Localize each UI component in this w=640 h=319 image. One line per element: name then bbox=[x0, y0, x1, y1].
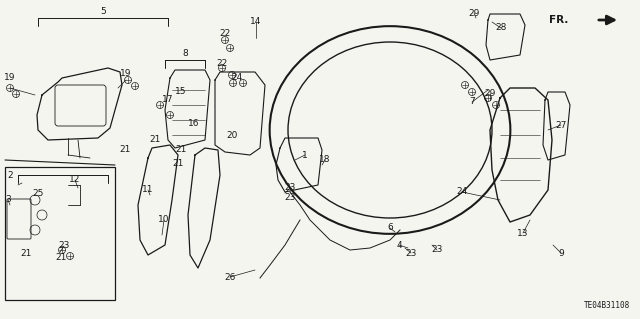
Text: 8: 8 bbox=[182, 48, 188, 57]
Text: 24: 24 bbox=[456, 188, 468, 197]
Text: 19: 19 bbox=[120, 70, 132, 78]
Text: 2: 2 bbox=[7, 170, 13, 180]
Text: 23: 23 bbox=[405, 249, 417, 257]
Text: 23: 23 bbox=[284, 194, 296, 203]
Text: 14: 14 bbox=[250, 18, 262, 26]
Text: 29: 29 bbox=[484, 88, 496, 98]
Text: 13: 13 bbox=[517, 228, 529, 238]
Text: 16: 16 bbox=[188, 118, 200, 128]
Text: 10: 10 bbox=[158, 216, 170, 225]
Text: 22: 22 bbox=[220, 29, 230, 39]
Bar bbox=[5, 167, 115, 300]
Text: 20: 20 bbox=[227, 131, 237, 140]
Text: 9: 9 bbox=[558, 249, 564, 257]
Text: 27: 27 bbox=[556, 121, 566, 130]
Text: 3: 3 bbox=[5, 196, 11, 204]
Text: 23: 23 bbox=[284, 183, 296, 192]
Text: 21: 21 bbox=[119, 145, 131, 153]
Text: 18: 18 bbox=[319, 155, 331, 165]
Text: TE04B31108: TE04B31108 bbox=[584, 301, 630, 310]
Text: 28: 28 bbox=[495, 24, 507, 33]
Text: 5: 5 bbox=[100, 6, 106, 16]
Text: 11: 11 bbox=[142, 186, 154, 195]
Text: 25: 25 bbox=[32, 189, 44, 197]
Text: 23: 23 bbox=[431, 246, 443, 255]
Text: 1: 1 bbox=[302, 151, 308, 160]
Text: 19: 19 bbox=[4, 73, 16, 83]
Text: 26: 26 bbox=[224, 272, 236, 281]
Text: 17: 17 bbox=[163, 95, 173, 105]
Text: 7: 7 bbox=[469, 98, 475, 107]
Text: 23: 23 bbox=[58, 241, 70, 250]
Text: 6: 6 bbox=[387, 224, 393, 233]
Text: 21: 21 bbox=[175, 145, 187, 153]
Text: 24: 24 bbox=[232, 72, 243, 81]
Text: FR.: FR. bbox=[548, 15, 568, 25]
Text: 21: 21 bbox=[55, 254, 67, 263]
Text: 22: 22 bbox=[216, 58, 228, 68]
Text: 21: 21 bbox=[172, 159, 184, 167]
Text: 12: 12 bbox=[69, 175, 81, 184]
Text: 15: 15 bbox=[175, 87, 187, 97]
Text: 21: 21 bbox=[20, 249, 32, 258]
Text: 29: 29 bbox=[468, 9, 480, 18]
Text: 4: 4 bbox=[396, 241, 402, 249]
Text: 21: 21 bbox=[149, 135, 161, 144]
